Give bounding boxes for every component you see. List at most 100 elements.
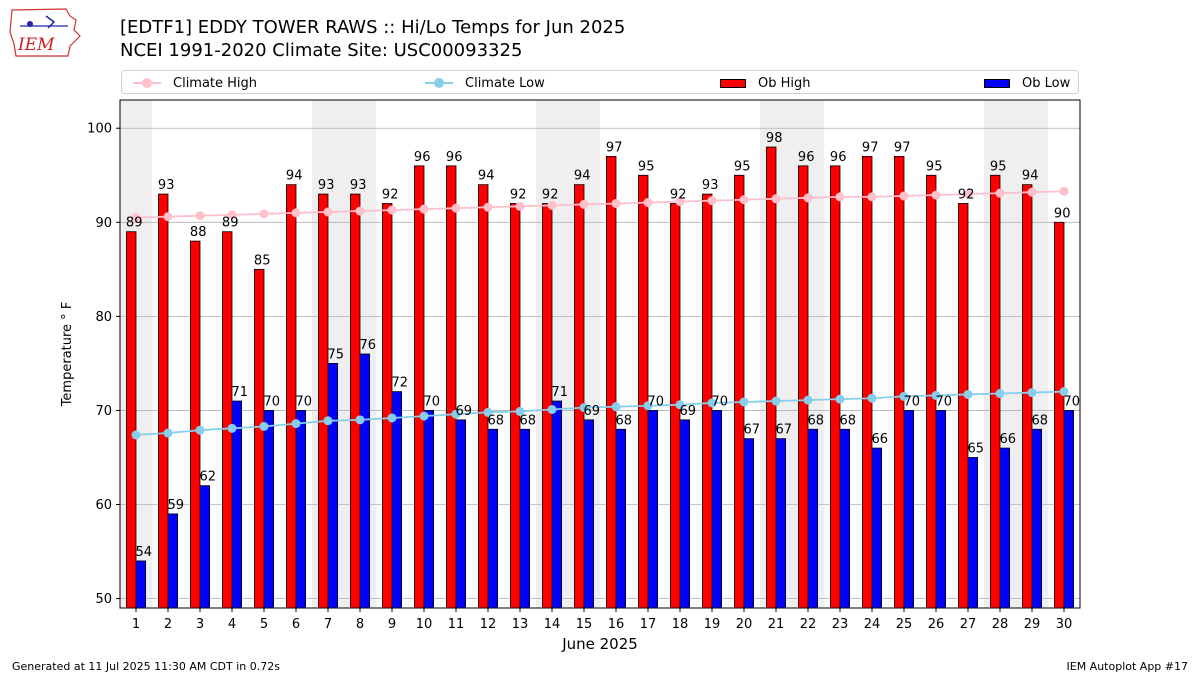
x-tick-label: 23 (832, 617, 849, 632)
ob-high-label: 89 (126, 216, 143, 231)
ob-high-bar (766, 146, 777, 609)
climate-high-point (195, 211, 205, 221)
climate-high-point (259, 209, 269, 219)
ob-low-label: 70 (904, 394, 921, 409)
ob-low-bar (647, 410, 659, 609)
y-tick-label: 80 (95, 310, 112, 325)
climate-low-point (643, 401, 653, 411)
climate-low-point (803, 395, 813, 405)
x-tick-label: 27 (960, 617, 977, 632)
ob-low-label: 69 (456, 404, 473, 419)
legend-climate-low-label: Climate Low (465, 75, 545, 91)
ob-low-label: 70 (648, 394, 665, 409)
ob-low-label: 66 (872, 432, 889, 447)
ob-low-bar (327, 363, 339, 609)
climate-high-point (995, 188, 1005, 198)
legend-item-ob-high: Ob High (720, 74, 811, 92)
ob-high-label: 93 (350, 178, 367, 193)
climate-high-point (739, 195, 749, 205)
ob-high-label: 92 (542, 187, 559, 202)
logo-wind-icon (45, 15, 56, 29)
climate-high-point (643, 198, 653, 208)
climate-high-point (131, 213, 141, 223)
ob-high-bar (606, 156, 617, 609)
logo-text: IEM (17, 35, 55, 55)
y-tick-label: 60 (95, 498, 112, 513)
ob-low-bar (455, 419, 467, 609)
y-axis-label: Temperature ° F (60, 302, 75, 408)
ob-high-bar (413, 165, 425, 609)
climate-high-point (867, 192, 877, 202)
ob-high-label: 95 (990, 159, 1007, 174)
ob-low-label: 68 (616, 413, 633, 428)
ob-low-label: 68 (1032, 413, 1049, 428)
ob-low-bar (551, 400, 563, 609)
ob-high-bar (862, 156, 873, 609)
x-tick-label: 3 (196, 617, 204, 632)
ob-low-bar (391, 391, 403, 609)
x-tick-label: 1 (132, 617, 140, 632)
climate-high-point (483, 202, 493, 212)
ob-high-label: 94 (574, 169, 591, 184)
climate-high-point (387, 205, 397, 215)
climate-high-point (451, 203, 461, 213)
x-tick-label: 21 (768, 617, 785, 632)
climate-low-point (227, 423, 237, 433)
ob-low-bar (743, 438, 755, 609)
footer-generated: Generated at 11 Jul 2025 11:30 AM CDT in… (12, 660, 280, 673)
x-tick-label: 17 (640, 617, 657, 632)
ob-high-label: 98 (766, 131, 783, 146)
climate-high-point (515, 201, 525, 211)
ob-high-label: 96 (798, 150, 815, 165)
ob-low-bar (711, 410, 723, 609)
legend-ob-low-label: Ob Low (1022, 75, 1071, 91)
ob-low-label: 68 (840, 413, 857, 428)
ob-high-bar (189, 240, 201, 609)
climate-high-line (135, 190, 1065, 219)
climate-low-point (931, 390, 941, 400)
climate-high-point (899, 191, 909, 201)
ob-low-bar (615, 428, 627, 609)
climate-high-point (675, 197, 685, 207)
x-tick-label: 16 (608, 617, 625, 632)
ob-high-label: 97 (894, 140, 911, 155)
ob-high-label: 85 (254, 253, 271, 268)
ob-high-label: 96 (414, 150, 431, 165)
climate-high-point (579, 199, 589, 209)
ob-low-label: 75 (328, 347, 345, 362)
ob-high-label: 95 (638, 159, 655, 174)
ob-low-bar (199, 485, 211, 609)
legend-ob-high-label: Ob High (758, 75, 811, 91)
footer-app: IEM Autoplot App #17 (1066, 660, 1189, 673)
x-tick-label: 28 (992, 617, 1009, 632)
climate-low-point (131, 430, 141, 440)
ob-low-label: 70 (264, 394, 281, 409)
legend-item-ob-low: Ob Low (984, 74, 1070, 92)
x-tick-label: 6 (292, 617, 300, 632)
climate-high-point (803, 193, 813, 203)
climate-high-point (611, 198, 621, 208)
ob-high-bar (958, 203, 969, 609)
x-tick-label: 10 (416, 617, 433, 632)
ob-low-bar (775, 438, 787, 609)
x-tick-label: 12 (480, 617, 497, 632)
ob-low-label: 70 (936, 394, 953, 409)
ob-low-label: 54 (136, 545, 153, 560)
legend-ob-high-swatch (720, 78, 746, 88)
climate-low-point (835, 394, 845, 404)
ob-high-label: 94 (478, 169, 495, 184)
climate-high-point (963, 189, 973, 199)
ob-high-label: 92 (510, 187, 527, 202)
x-tick-label: 7 (324, 617, 332, 632)
ob-low-label: 62 (200, 470, 217, 485)
iem-logo: IEM (9, 8, 81, 57)
y-tick-label: 70 (95, 404, 112, 419)
ob-high-bar (253, 268, 265, 609)
ob-low-bar (871, 447, 883, 609)
ob-high-label: 97 (606, 140, 623, 155)
ob-high-bar (830, 165, 841, 609)
climate-low-point (899, 391, 909, 401)
climate-low-point (963, 389, 973, 399)
ob-low-label: 69 (680, 404, 697, 419)
chart-subtitle: NCEI 1991-2020 Climate Site: USC00093325 (120, 40, 523, 61)
